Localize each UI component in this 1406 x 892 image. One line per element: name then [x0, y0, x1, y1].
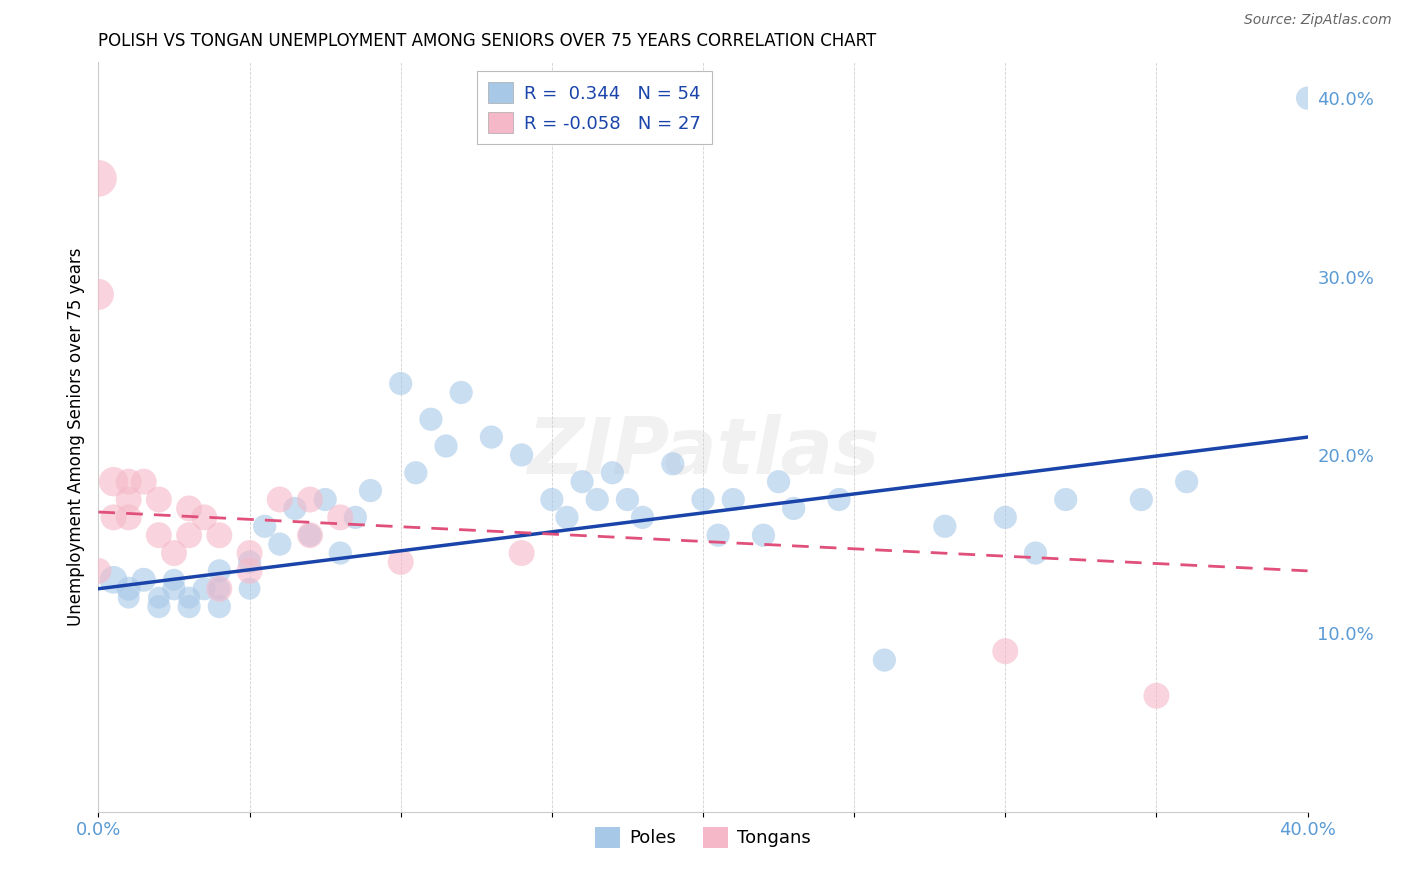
Point: [389, 555, 412, 569]
Point: [148, 591, 170, 605]
Point: [269, 537, 291, 551]
Point: [269, 492, 291, 507]
Point: [828, 492, 851, 507]
Point: [994, 644, 1017, 658]
Point: [994, 510, 1017, 524]
Point: [284, 501, 307, 516]
Point: [87, 171, 110, 186]
Text: Source: ZipAtlas.com: Source: ZipAtlas.com: [1244, 13, 1392, 28]
Legend: Poles, Tongans: Poles, Tongans: [588, 820, 818, 855]
Point: [510, 546, 533, 560]
Point: [405, 466, 427, 480]
Point: [450, 385, 472, 400]
Point: [344, 510, 367, 524]
Point: [1054, 492, 1077, 507]
Point: [208, 582, 231, 596]
Point: [103, 475, 125, 489]
Point: [420, 412, 443, 426]
Point: [329, 546, 352, 560]
Point: [163, 546, 186, 560]
Point: [193, 510, 215, 524]
Point: [360, 483, 382, 498]
Point: [118, 475, 141, 489]
Point: [132, 573, 155, 587]
Point: [768, 475, 790, 489]
Point: [132, 475, 155, 489]
Point: [434, 439, 457, 453]
Point: [253, 519, 276, 533]
Point: [555, 510, 578, 524]
Text: POLISH VS TONGAN UNEMPLOYMENT AMONG SENIORS OVER 75 YEARS CORRELATION CHART: POLISH VS TONGAN UNEMPLOYMENT AMONG SENI…: [98, 32, 877, 50]
Point: [329, 510, 352, 524]
Point: [148, 528, 170, 542]
Point: [299, 492, 322, 507]
Point: [179, 599, 201, 614]
Point: [118, 591, 141, 605]
Point: [208, 582, 231, 596]
Point: [510, 448, 533, 462]
Text: ZIPatlas: ZIPatlas: [527, 414, 879, 490]
Point: [239, 546, 262, 560]
Point: [239, 564, 262, 578]
Point: [208, 599, 231, 614]
Point: [661, 457, 683, 471]
Point: [299, 528, 322, 542]
Point: [1144, 689, 1167, 703]
Point: [103, 510, 125, 524]
Point: [208, 528, 231, 542]
Point: [934, 519, 956, 533]
Point: [631, 510, 654, 524]
Point: [163, 582, 186, 596]
Point: [208, 564, 231, 578]
Point: [87, 287, 110, 301]
Point: [118, 510, 141, 524]
Point: [586, 492, 609, 507]
Point: [1130, 492, 1153, 507]
Point: [103, 573, 125, 587]
Point: [783, 501, 806, 516]
Point: [118, 492, 141, 507]
Point: [571, 475, 593, 489]
Point: [873, 653, 896, 667]
Point: [692, 492, 714, 507]
Point: [314, 492, 336, 507]
Point: [87, 564, 110, 578]
Point: [1024, 546, 1046, 560]
Point: [193, 582, 215, 596]
Point: [148, 492, 170, 507]
Point: [1296, 91, 1319, 105]
Point: [481, 430, 503, 444]
Point: [752, 528, 775, 542]
Point: [540, 492, 562, 507]
Point: [179, 591, 201, 605]
Point: [179, 528, 201, 542]
Point: [239, 555, 262, 569]
Point: [148, 599, 170, 614]
Point: [118, 582, 141, 596]
Point: [616, 492, 638, 507]
Y-axis label: Unemployment Among Seniors over 75 years: Unemployment Among Seniors over 75 years: [66, 248, 84, 626]
Point: [602, 466, 624, 480]
Point: [179, 501, 201, 516]
Point: [723, 492, 745, 507]
Point: [299, 528, 322, 542]
Point: [389, 376, 412, 391]
Point: [239, 582, 262, 596]
Point: [1175, 475, 1198, 489]
Point: [707, 528, 730, 542]
Point: [163, 573, 186, 587]
